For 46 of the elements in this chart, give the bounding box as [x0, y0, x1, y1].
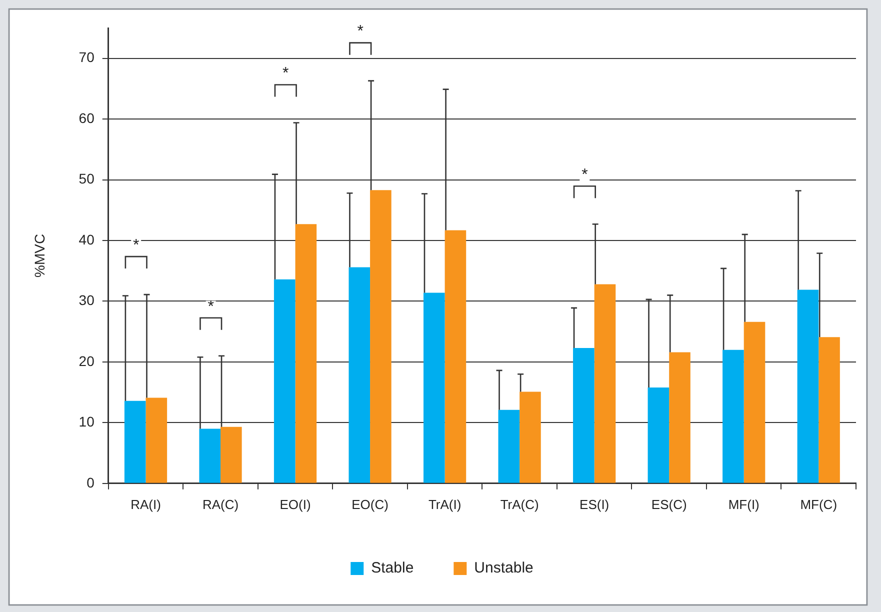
bar	[797, 290, 819, 483]
y-tick-label: 50	[78, 170, 95, 187]
legend-label: Stable	[371, 560, 414, 577]
annotation: *	[282, 65, 289, 82]
bar	[744, 322, 766, 483]
bar	[424, 292, 445, 483]
annotation: *	[357, 23, 364, 40]
x-tick-label: ES(I)	[580, 496, 610, 512]
x-tick-label: RA(C)	[202, 496, 239, 512]
bar	[520, 392, 541, 483]
bar	[648, 387, 670, 483]
x-tick-label: RA(I)	[130, 496, 161, 512]
bar	[669, 352, 690, 483]
bar	[348, 267, 370, 483]
bar	[498, 410, 520, 483]
x-tick-label: TrA(C)	[500, 496, 539, 512]
legend-label: Unstable	[474, 560, 534, 577]
y-tick-label: 0	[86, 474, 95, 490]
bar	[722, 350, 744, 483]
bar	[573, 348, 594, 483]
x-tick-label: ES(C)	[651, 496, 687, 512]
y-tick-label: 60	[78, 110, 95, 126]
annotation: *	[208, 298, 214, 316]
bar	[444, 230, 466, 483]
y-tick-label: 10	[78, 414, 95, 430]
bar	[146, 398, 168, 483]
x-tick-label: MF(C)	[800, 496, 838, 512]
bar	[295, 224, 317, 483]
y-tick-label: 40	[78, 231, 95, 248]
x-tick-label: EO(I)	[280, 496, 311, 512]
y-tick-label: 20	[78, 352, 95, 369]
y-tick-label: 70	[78, 49, 95, 66]
annotation: *	[582, 166, 588, 184]
x-tick-label: MF(I)	[728, 496, 760, 512]
bar	[594, 284, 616, 483]
bar	[220, 426, 242, 483]
x-tick-label: EO(C)	[352, 496, 388, 512]
bar	[818, 337, 840, 483]
x-tick-label: TrA(I)	[428, 496, 462, 512]
bar	[199, 428, 221, 483]
y-tick-label: 30	[78, 292, 95, 308]
bar	[370, 190, 392, 483]
bar	[274, 279, 296, 483]
bar	[124, 400, 146, 483]
annotation: *	[132, 236, 140, 254]
y-axis-title: %MVC	[31, 234, 48, 278]
